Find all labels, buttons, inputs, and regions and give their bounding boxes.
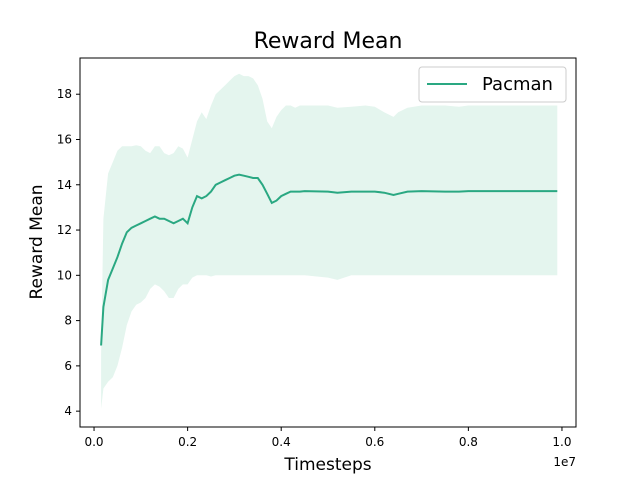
x-tick-label: 0.4 — [272, 435, 291, 449]
y-tick-label: 6 — [64, 359, 72, 373]
x-tick-label: 0.8 — [459, 435, 478, 449]
legend: Pacman — [418, 66, 567, 103]
y-tick-label: 8 — [64, 314, 72, 328]
std-band — [101, 73, 558, 409]
y-tick-label: 14 — [57, 178, 72, 192]
y-tick-label: 10 — [57, 268, 72, 282]
x-tick-label: 1.0 — [552, 435, 571, 449]
y-tick-label: 12 — [57, 223, 72, 237]
chart-title: Reward Mean — [254, 29, 403, 54]
y-tick-label: 18 — [57, 87, 72, 101]
y-tick-label: 16 — [57, 132, 72, 146]
x-axis-offset-label: 1e7 — [553, 455, 576, 469]
legend-label-pacman: Pacman — [482, 74, 553, 95]
x-axis-label: Timesteps — [283, 455, 371, 475]
x-tick-label: 0.2 — [178, 435, 197, 449]
legend-box — [418, 66, 567, 103]
y-axis-label: Reward Mean — [27, 184, 47, 299]
x-tick-label: 0.0 — [84, 435, 103, 449]
series-line-pacman — [100, 173, 558, 346]
plot-area — [100, 73, 558, 409]
x-axis-ticks: 0.0 0.2 0.4 0.6 0.8 1.0 — [84, 427, 572, 449]
y-tick-label: 4 — [64, 404, 72, 418]
plot-frame — [79, 57, 577, 428]
y-axis-ticks: 4 6 8 10 12 14 16 18 — [57, 87, 80, 418]
x-tick-label: 0.6 — [365, 435, 384, 449]
